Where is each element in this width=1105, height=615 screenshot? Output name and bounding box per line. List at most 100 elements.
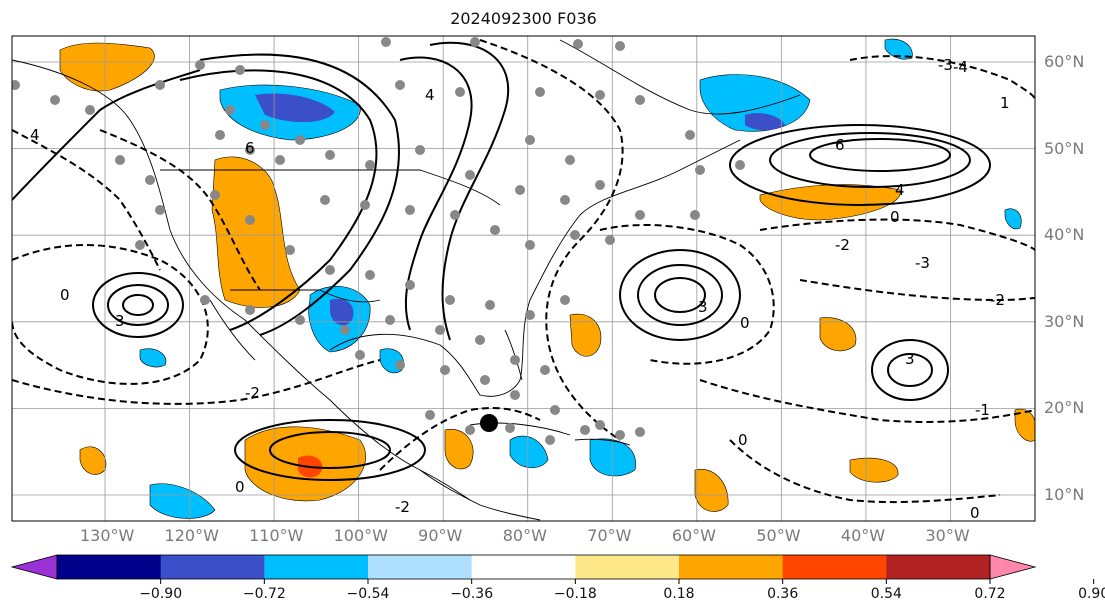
positive-anomaly-patch	[694, 468, 729, 512]
dashed-contour	[12, 359, 381, 405]
dashed-contour	[99, 129, 261, 291]
significance-dot	[635, 210, 645, 220]
colorbar-segment	[886, 555, 991, 579]
strong-negative-anomaly-patch	[255, 93, 335, 123]
colorbar-tick-label: −0.18	[553, 586, 597, 602]
significance-dot	[525, 310, 535, 320]
map-frame	[11, 35, 1036, 522]
significance-dot	[365, 160, 375, 170]
significance-dot	[615, 41, 625, 51]
colorbar-segment	[575, 555, 680, 579]
significance-dot	[155, 205, 165, 215]
positive-anomaly-patch	[569, 313, 602, 357]
significance-dot	[295, 135, 305, 145]
colorbar-segment	[264, 555, 369, 579]
dashed-contour	[12, 244, 209, 385]
longitude-label: 110°W	[249, 526, 304, 545]
significance-dot	[635, 95, 645, 105]
longitude-label: 120°W	[164, 526, 219, 545]
solid-contour	[199, 53, 400, 336]
significance-dot	[295, 315, 305, 325]
contour-label: 0	[235, 478, 245, 496]
significance-dot	[245, 145, 255, 155]
significance-dot	[395, 80, 405, 90]
solid-contour	[637, 264, 723, 326]
colorbar-tick-label: −0.54	[346, 586, 390, 602]
colorbar-segment	[679, 555, 784, 579]
solid-contour	[92, 272, 184, 338]
significance-dot	[510, 390, 520, 400]
positive-anomaly-patch	[819, 317, 857, 352]
significance-dot	[381, 37, 391, 47]
significance-dot	[695, 165, 705, 175]
significance-dot	[735, 160, 745, 170]
solid-contour	[809, 138, 951, 172]
significance-dot	[85, 105, 95, 115]
significance-dot	[385, 315, 395, 325]
colorbar-segment	[782, 555, 887, 579]
land-outlines	[12, 39, 801, 521]
strong-negative-anomaly-patch	[745, 113, 785, 131]
significance-dot	[415, 145, 425, 155]
significance-dot	[505, 423, 515, 433]
significance-dot	[540, 365, 550, 375]
significance-dot	[535, 87, 545, 97]
storm-center-marker	[480, 414, 498, 432]
significance-dot	[245, 305, 255, 315]
dashed-contour	[12, 129, 161, 271]
latitude-label: 10°N	[1044, 485, 1085, 505]
negative-anomaly-patch	[139, 348, 167, 368]
solid-contour	[887, 353, 933, 387]
north-america-coast	[12, 59, 471, 501]
contour-label: -1	[975, 401, 990, 419]
significance-dot	[570, 230, 580, 240]
colorbar-segment	[368, 555, 473, 579]
significance-dot	[285, 245, 295, 255]
significance-dot	[580, 425, 590, 435]
significance-dot	[365, 270, 375, 280]
significance-dot	[465, 425, 475, 435]
significance-dot	[245, 215, 255, 225]
lat-lon-grid	[12, 36, 1035, 521]
positive-anomaly-patch	[444, 428, 474, 470]
significance-dot	[440, 365, 450, 375]
cuba	[469, 422, 571, 436]
mexico-border	[230, 289, 381, 303]
colorbar-segment	[160, 555, 265, 579]
solid-contour	[769, 132, 971, 188]
colorbar-tick-label: 0.36	[767, 586, 799, 602]
hispaniola	[574, 438, 631, 446]
longitude-label: 50°W	[756, 526, 801, 545]
significance-dot	[475, 335, 485, 345]
negative-anomaly-patch	[509, 435, 549, 468]
solid-contour	[12, 69, 201, 201]
significance-dot	[690, 210, 700, 220]
significance-dot	[275, 155, 285, 165]
significance-dot	[195, 60, 205, 70]
significance-dot	[260, 120, 270, 130]
dashed-contour	[849, 55, 1035, 101]
contour-label: 6	[835, 136, 845, 154]
significance-dot	[12, 80, 20, 90]
solid-contour	[399, 56, 473, 331]
solid-contour	[122, 294, 154, 316]
map-title: 2024092300 F036	[450, 9, 597, 28]
significance-dot	[200, 295, 210, 305]
contour-label: -3	[915, 254, 930, 272]
colorbar-segment	[471, 555, 576, 579]
longitude-label: 90°W	[418, 526, 463, 545]
dashed-contour	[799, 279, 1035, 302]
baja-california	[209, 299, 256, 361]
solid-contour	[269, 431, 391, 469]
significance-dot	[425, 410, 435, 420]
latitude-label: 60°N	[1044, 51, 1085, 71]
significance-dot	[405, 280, 415, 290]
colorbar	[10, 554, 1095, 584]
solid-contour	[429, 41, 510, 341]
significance-dot	[355, 350, 365, 360]
significance-dot	[340, 325, 350, 335]
positive-anomaly-patch	[759, 184, 901, 221]
significance-dot	[445, 295, 455, 305]
colorbar-frame	[56, 554, 991, 580]
colorbar-tick-label: 0.18	[663, 586, 695, 602]
